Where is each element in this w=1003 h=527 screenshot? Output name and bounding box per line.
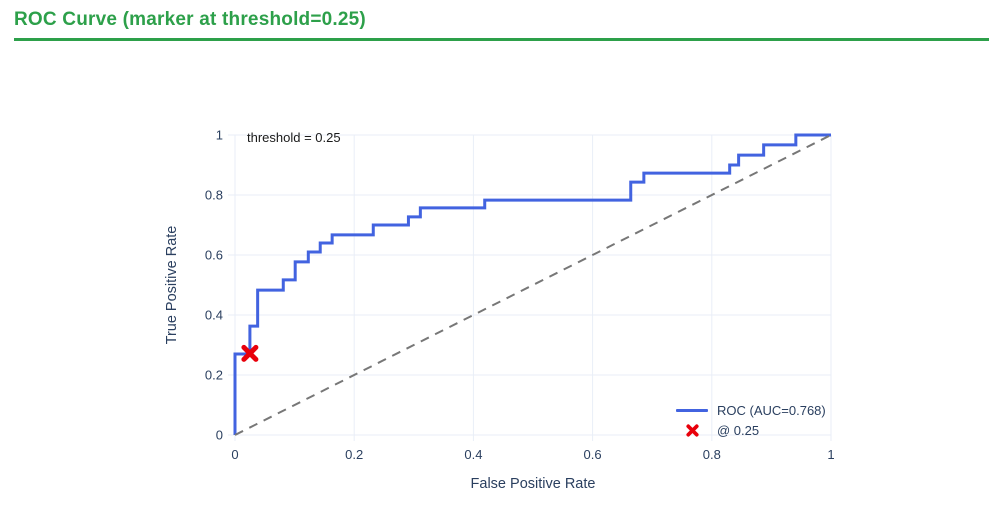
chance-diagonal-line (234, 134, 832, 436)
x-tick-label: 0 (231, 447, 238, 462)
y-tick-label: 0 (216, 428, 223, 443)
x-tick-label: 0.4 (464, 447, 482, 462)
marker-x-icon (674, 423, 710, 438)
x-tick-label: 0.8 (703, 447, 721, 462)
legend-item-roc[interactable]: ROC (AUC=0.768) (674, 403, 826, 418)
page-title: ROC Curve (marker at threshold=0.25) (14, 9, 366, 30)
y-axis-title: True Positive Rate (164, 225, 180, 345)
y-tick-label: 0.8 (205, 188, 223, 203)
threshold-marker (241, 344, 259, 362)
legend: ROC (AUC=0.768) @ 0.25 (674, 403, 826, 438)
legend-item-threshold[interactable]: @ 0.25 (674, 423, 826, 438)
x-tick-label: 0.2 (345, 447, 363, 462)
y-tick-label: 0.6 (205, 248, 223, 263)
legend-label-roc: ROC (AUC=0.768) (717, 403, 826, 418)
y-tick-label: 0.2 (205, 368, 223, 383)
legend-label-threshold: @ 0.25 (717, 423, 760, 438)
x-tick-label: 0.6 (584, 447, 602, 462)
y-tick-label: 0.4 (205, 308, 223, 323)
x-tick-label: 1 (827, 447, 834, 462)
x-axis-title: False Positive Rate (470, 476, 596, 492)
roc-curve-line (233, 133, 831, 435)
y-tick-label: 1 (216, 128, 223, 143)
roc-line-swatch-icon (674, 409, 710, 412)
threshold-annotation: threshold = 0.25 (247, 130, 341, 145)
title-divider (14, 38, 989, 41)
